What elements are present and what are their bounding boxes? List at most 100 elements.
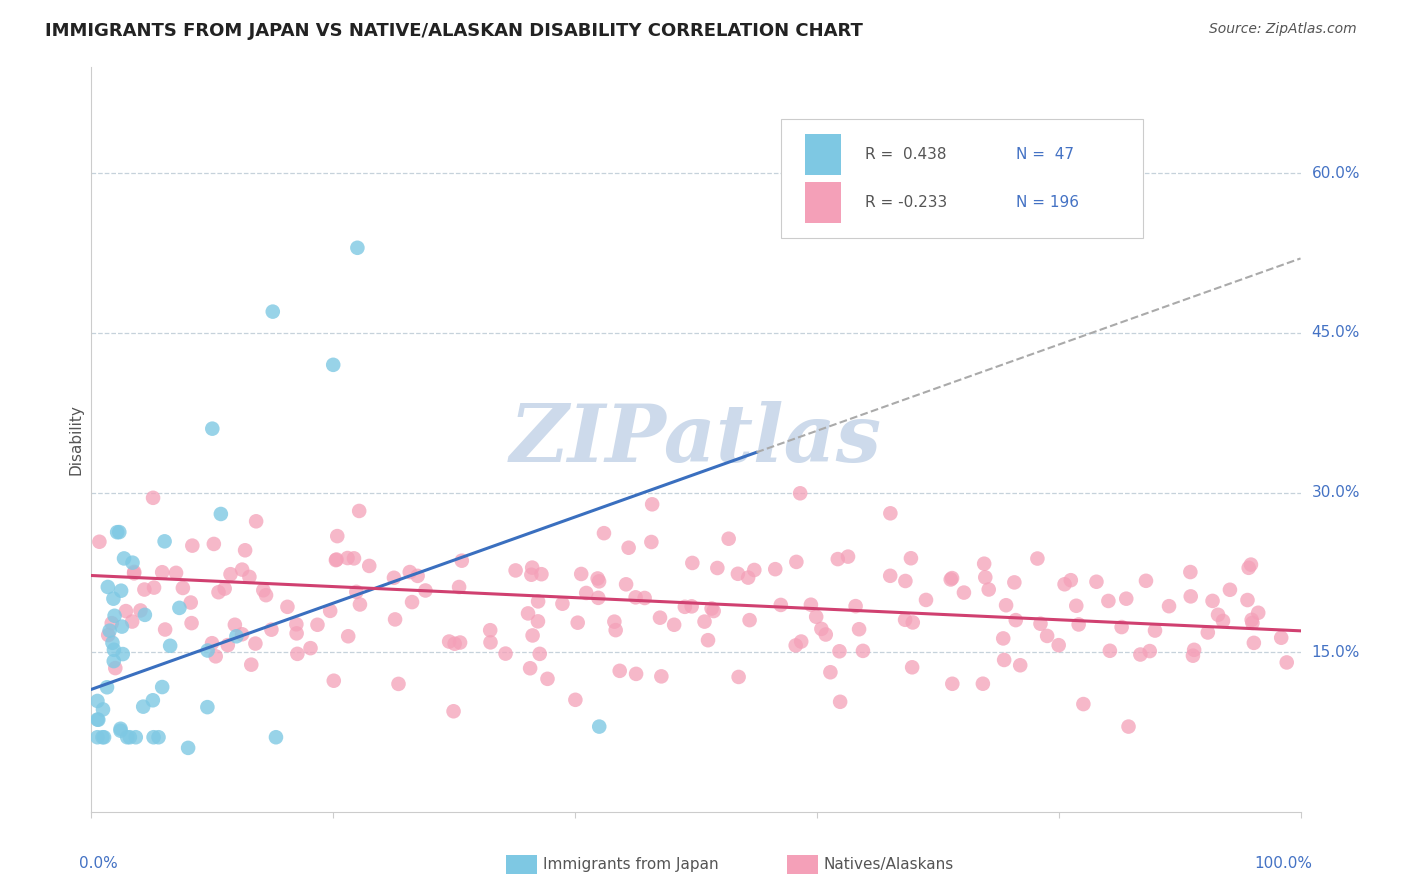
Point <box>142 693 165 707</box>
Point <box>142 730 165 744</box>
Point <box>852 644 875 658</box>
Point <box>706 561 728 575</box>
Point <box>111 647 134 661</box>
Point <box>588 574 610 589</box>
Point <box>1097 594 1119 608</box>
Point <box>97 580 120 594</box>
Point <box>219 567 242 582</box>
Point <box>662 617 685 632</box>
Point <box>233 543 256 558</box>
Point <box>1036 629 1059 643</box>
Point <box>738 613 761 627</box>
Point <box>177 740 200 755</box>
Point <box>153 623 176 637</box>
Bar <box>804 134 841 175</box>
Point <box>624 591 647 605</box>
Point <box>820 665 842 680</box>
Point <box>344 585 367 599</box>
Point <box>245 514 267 528</box>
Point <box>1002 575 1025 590</box>
Point <box>86 694 108 708</box>
Point <box>693 615 716 629</box>
Point <box>197 700 219 714</box>
Point <box>264 730 287 744</box>
Point <box>603 615 626 629</box>
Point <box>1118 720 1140 734</box>
Point <box>1157 599 1180 614</box>
Point <box>359 558 381 573</box>
Y-axis label: Disability: Disability <box>67 404 83 475</box>
Point <box>406 569 429 583</box>
Point <box>153 534 176 549</box>
Point <box>806 609 828 624</box>
Point <box>681 556 703 570</box>
Point <box>148 730 170 744</box>
Point <box>505 563 527 577</box>
Point <box>285 626 308 640</box>
Point <box>800 598 823 612</box>
Point <box>132 699 155 714</box>
Point <box>995 599 1018 613</box>
Point <box>1073 697 1095 711</box>
Point <box>326 529 349 543</box>
Text: 0.0%: 0.0% <box>79 856 118 871</box>
Point <box>588 720 610 734</box>
Point <box>437 634 460 648</box>
Point <box>1201 594 1223 608</box>
Point <box>443 637 465 651</box>
Point <box>322 673 344 688</box>
Point <box>118 730 141 744</box>
Point <box>415 583 437 598</box>
Point <box>742 563 765 577</box>
Point <box>143 581 166 595</box>
Point <box>727 670 749 684</box>
Point <box>1115 591 1137 606</box>
Point <box>1197 625 1219 640</box>
Point <box>789 486 811 500</box>
Point <box>586 572 609 586</box>
Point <box>973 557 995 571</box>
Point <box>1275 656 1298 670</box>
Point <box>1270 631 1292 645</box>
Point <box>737 571 759 585</box>
Point <box>977 582 1000 597</box>
Point <box>129 603 152 617</box>
Point <box>180 616 202 631</box>
Point <box>785 555 807 569</box>
Point <box>727 566 749 581</box>
Point <box>790 634 813 648</box>
Point <box>848 622 870 636</box>
Point <box>974 570 997 584</box>
Point <box>134 607 156 622</box>
Text: Natives/Alaskans: Natives/Alaskans <box>824 857 955 871</box>
Point <box>159 639 181 653</box>
Point <box>1064 599 1087 613</box>
Point <box>231 563 253 577</box>
Point <box>125 730 148 744</box>
Text: 15.0%: 15.0% <box>1312 645 1360 659</box>
Point <box>901 615 924 630</box>
Point <box>901 660 924 674</box>
Point <box>575 586 598 600</box>
Point <box>517 607 540 621</box>
Point <box>224 617 246 632</box>
Point <box>1219 582 1241 597</box>
Point <box>103 654 125 668</box>
Point <box>91 730 114 744</box>
Point <box>1085 574 1108 589</box>
Point <box>401 595 423 609</box>
Point <box>845 599 868 614</box>
Point <box>1067 617 1090 632</box>
Point <box>86 730 108 744</box>
Point <box>785 639 807 653</box>
Point <box>894 574 917 588</box>
Point <box>588 591 610 605</box>
Point <box>112 551 135 566</box>
Point <box>814 627 837 641</box>
Point <box>879 569 901 583</box>
Point <box>1010 658 1032 673</box>
Point <box>382 571 405 585</box>
Point <box>337 629 360 643</box>
Text: R = -0.233: R = -0.233 <box>865 195 948 211</box>
Point <box>93 730 115 744</box>
